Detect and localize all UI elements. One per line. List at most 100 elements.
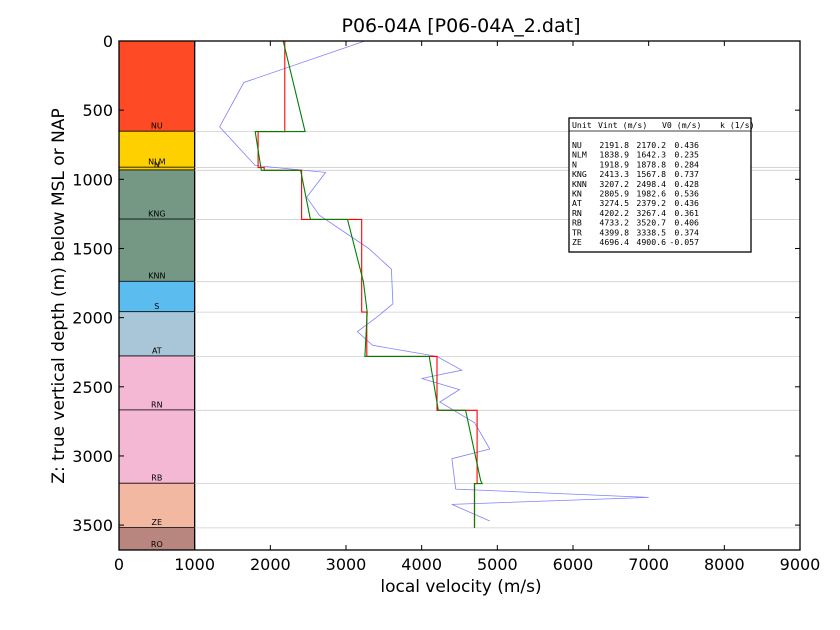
unit-band-ze (119, 483, 195, 528)
legend-header-cell: Vint (m/s) (598, 120, 647, 130)
x-tick-label: 5000 (477, 555, 518, 574)
y-tick-label: 1000 (72, 170, 113, 189)
unit-label-ro: RO (151, 540, 163, 549)
legend-cell: RN (572, 208, 582, 218)
legend-cell: 2498.4 (636, 179, 666, 189)
y-axis-title: Z: true vertical depth (m) below MSL or … (49, 108, 69, 483)
y-tick-label: 0 (103, 32, 113, 51)
x-tick-label: 1000 (174, 555, 215, 574)
x-tick-label: 8000 (704, 555, 745, 574)
velocity-series (219, 40, 649, 528)
x-tick-label: 2000 (250, 555, 291, 574)
legend-cell: ZE (572, 237, 582, 247)
unit-label-knn: KNN (148, 272, 165, 281)
legend-cell: 2805.9 (599, 189, 629, 199)
unit-label-kng: KNG (148, 209, 165, 218)
legend-cell: 0.235 (674, 150, 699, 160)
legend-cell: 3207.2 (599, 179, 629, 189)
unit-band-rb (119, 410, 195, 484)
legend-cell: 0.374 (674, 227, 699, 237)
legend-cell: 4399.8 (599, 227, 629, 237)
legend-cell: TR (572, 227, 582, 237)
unit-label-ze: ZE (152, 518, 163, 527)
unit-band-nlm (119, 131, 195, 168)
legend-cell: KNN (572, 179, 587, 189)
unit-label-at: AT (152, 346, 162, 355)
legend-cell: 4202.2 (599, 208, 629, 218)
legend-cell: 2413.3 (599, 169, 629, 179)
legend-cell: 3267.4 (636, 208, 666, 218)
legend-cell: 4900.6 (636, 237, 666, 247)
legend-cell: 0.737 (674, 169, 699, 179)
unit-band-n (119, 167, 195, 171)
legend-cell: 2170.2 (636, 140, 666, 150)
unit-band-at (119, 312, 195, 357)
legend-box (568, 117, 752, 253)
legend-cell: 0.536 (674, 189, 699, 199)
series-line-1 (219, 40, 649, 522)
chart-title: P06-04A [P06-04A_2.dat] (342, 15, 581, 37)
legend-cell: 0.436 (674, 198, 699, 208)
legend-header-cell: k (1/s) (720, 120, 755, 130)
plot-frame (118, 40, 801, 551)
legend-cell: 1878.8 (636, 159, 666, 169)
legend-cell: 0.428 (674, 179, 699, 189)
legend-cell: NLM (572, 150, 587, 160)
legend-cell: 2191.8 (599, 140, 629, 150)
unit-label-s: S (154, 302, 159, 311)
legend-cell: 2379.2 (636, 198, 666, 208)
axis-ticks: 0 1000 2000 3000 4000 5000 6000 7000 8000 9000 0 50… (72, 32, 820, 574)
legend-cell: RB (572, 218, 582, 228)
legend-cell: 3338.5 (636, 227, 666, 237)
legend-cell: 0.406 (674, 218, 699, 228)
unit-band-s (119, 281, 195, 313)
legend-header-cell: V0 (m/s) (662, 120, 701, 130)
legend-cell: 1642.3 (636, 150, 666, 160)
legend-table: Unit Vint (m/s) V0 (m/s) k (1/s) NU 2191.8 217… (568, 117, 755, 253)
unit-label-nlm: NLM (148, 158, 165, 167)
x-tick-label: 7000 (628, 555, 669, 574)
unit-label-rb: RB (151, 474, 162, 483)
legend-cell: AT (572, 198, 582, 208)
legend-cell: 1918.9 (599, 159, 629, 169)
series-line-3 (254, 40, 484, 528)
legend-header-cell: Unit (572, 120, 592, 130)
x-tick-label: 9000 (780, 555, 821, 574)
unit-band-knn (119, 219, 195, 282)
legend-cell: 1982.6 (636, 189, 666, 199)
unit-label-rn: RN (151, 400, 163, 409)
x-tick-label: 3000 (326, 555, 367, 574)
y-tick-label: 3500 (72, 516, 113, 535)
series-line-2 (257, 41, 478, 528)
legend-cell: 0.284 (674, 159, 699, 169)
y-tick-label: 2500 (72, 378, 113, 397)
y-tick-label: 3000 (72, 447, 113, 466)
y-tick-label: 500 (82, 101, 113, 120)
x-axis-title: local velocity (m/s) (380, 577, 541, 597)
unit-band-kng (119, 170, 195, 220)
unit-band-nu (119, 41, 195, 132)
legend-cell: KNG (572, 169, 587, 179)
y-tick-label: 2000 (72, 309, 113, 328)
legend-cell: 1567.8 (636, 169, 666, 179)
unit-band-rn (119, 356, 195, 411)
unit-band-ro (119, 527, 195, 550)
legend-cell: 4733.2 (599, 218, 629, 228)
x-tick-label: 6000 (553, 555, 594, 574)
legend-cell: KN (572, 189, 582, 199)
legend-cell: 1838.9 (599, 150, 629, 160)
x-tick-label: 4000 (401, 555, 442, 574)
unit-label-n: N (154, 160, 160, 169)
legend-cell: 4696.4 (599, 237, 629, 247)
legend-cell: 3520.7 (636, 218, 666, 228)
legend-cell: 0.436 (674, 140, 699, 150)
y-tick-label: 1500 (72, 239, 113, 258)
unit-label-nu: NU (151, 122, 163, 131)
legend-cell: 3274.5 (599, 198, 629, 208)
x-tick-label: 0 (114, 555, 124, 574)
legend-cell: N (572, 159, 577, 169)
legend-cell: 0.361 (674, 208, 699, 218)
legend-cell: NU (572, 140, 582, 150)
